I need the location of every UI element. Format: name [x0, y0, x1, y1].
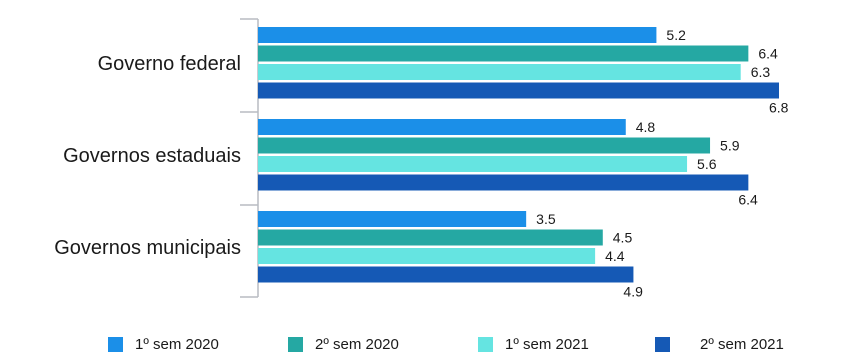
data-label: 5.2	[666, 27, 686, 43]
legend-item: 1º sem 2020	[108, 336, 219, 353]
legend-swatch	[478, 337, 493, 352]
bars	[258, 27, 779, 283]
bar	[258, 174, 749, 191]
value-labels: 5.2 6.4 6.3 6.8 4.8 5.95.6 6.4 3.5 4.5 4.4 4.9	[536, 27, 789, 300]
legend-label: 2º sem 2020	[315, 336, 399, 353]
data-label: 6.4	[738, 192, 758, 208]
data-label: 5.6	[697, 156, 717, 172]
data-label: 5.9	[720, 138, 740, 154]
legend: 1º sem 2020 2º sem 2020 1º sem 2021 2º sem …	[0, 336, 853, 360]
data-label: 6.4	[758, 46, 778, 62]
legend-item: 1º sem 2021	[478, 336, 589, 353]
legend-item: 2º sem 2021	[655, 336, 784, 353]
data-label: 4.9	[623, 284, 643, 300]
category-label: Governos municipais	[54, 237, 241, 259]
data-label: 6.3	[751, 64, 771, 80]
data-label: 4.5	[613, 230, 633, 246]
bar	[258, 211, 527, 227]
legend-swatch	[655, 337, 670, 352]
legend-label: 2º sem 2021	[700, 336, 784, 353]
data-label: 3.5	[536, 211, 556, 227]
bar	[258, 156, 688, 172]
category-axis	[240, 18, 259, 298]
category-label: Governos estaduais	[63, 145, 241, 167]
bar	[258, 137, 711, 154]
data-label: 6.8	[769, 100, 789, 116]
bar	[258, 119, 626, 135]
bar	[258, 82, 779, 99]
legend-swatch	[288, 337, 303, 352]
category-labels: Governo federal Governos estaduais Governo…	[54, 53, 241, 259]
bar	[258, 45, 749, 62]
bar	[258, 248, 596, 264]
data-label: 4.8	[636, 119, 656, 135]
bar	[258, 266, 634, 283]
legend-item: 2º sem 2020	[288, 336, 399, 353]
category-label: Governo federal	[98, 53, 241, 75]
bar	[258, 27, 657, 43]
bar	[258, 229, 603, 246]
bar-chart: Governo federal Governos estaduais Governo…	[54, 18, 789, 300]
legend-label: 1º sem 2021	[505, 336, 589, 353]
data-label: 4.4	[605, 248, 625, 264]
legend-label: 1º sem 2020	[135, 336, 219, 353]
bar	[258, 64, 741, 80]
legend-swatch	[108, 337, 123, 352]
